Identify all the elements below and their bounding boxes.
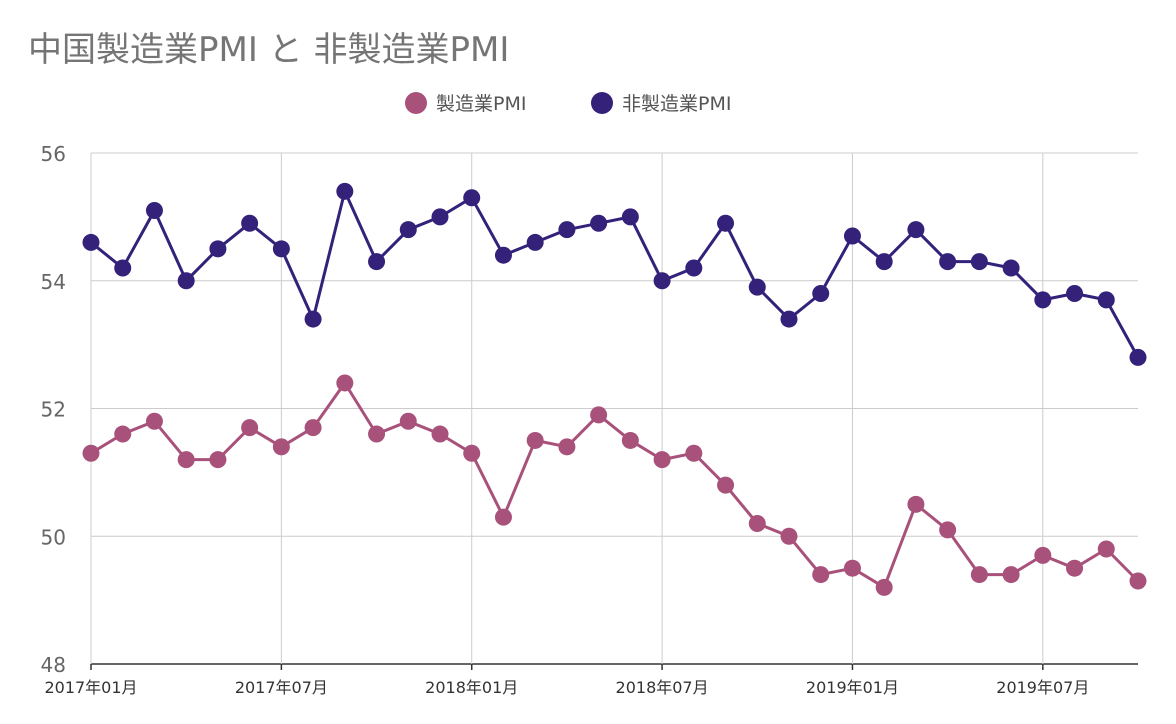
series-layer xyxy=(82,182,1147,596)
data-point[interactable] xyxy=(812,285,830,303)
data-point[interactable] xyxy=(590,214,608,232)
data-point[interactable] xyxy=(399,221,417,239)
x-tick-label: 2018年07月 xyxy=(616,678,709,697)
data-point[interactable] xyxy=(114,259,132,277)
data-point[interactable] xyxy=(145,412,163,430)
series-group xyxy=(82,374,1147,596)
data-point[interactable] xyxy=(431,208,449,226)
data-point[interactable] xyxy=(1002,259,1020,277)
data-point[interactable] xyxy=(621,208,639,226)
x-tick-label: 2018年01月 xyxy=(425,678,518,697)
data-point[interactable] xyxy=(939,253,957,271)
series-line xyxy=(90,189,1140,359)
data-point[interactable] xyxy=(780,527,798,545)
data-point[interactable] xyxy=(653,451,671,469)
y-tick-label: 54 xyxy=(41,270,66,294)
data-point[interactable] xyxy=(843,227,861,245)
data-point[interactable] xyxy=(241,214,259,232)
legend-label: 非製造業PMI xyxy=(622,93,731,115)
data-point[interactable] xyxy=(82,233,100,251)
data-point[interactable] xyxy=(304,310,322,328)
x-tick-label: 2019年07月 xyxy=(996,678,1089,697)
data-point[interactable] xyxy=(1097,540,1115,558)
data-point[interactable] xyxy=(177,451,195,469)
data-point[interactable] xyxy=(114,425,132,443)
data-point[interactable] xyxy=(1066,559,1084,577)
data-point[interactable] xyxy=(558,221,576,239)
data-point[interactable] xyxy=(812,566,830,584)
data-point[interactable] xyxy=(1097,291,1115,309)
data-point[interactable] xyxy=(875,578,893,596)
grid-layer xyxy=(90,152,1138,665)
legend: 製造業PMI 非製造業PMI xyxy=(405,92,731,115)
data-point[interactable] xyxy=(558,438,576,456)
data-point[interactable] xyxy=(843,559,861,577)
data-point[interactable] xyxy=(748,278,766,296)
data-point[interactable] xyxy=(494,508,512,526)
data-point[interactable] xyxy=(272,240,290,258)
data-point[interactable] xyxy=(748,514,766,532)
data-point[interactable] xyxy=(494,246,512,264)
data-point[interactable] xyxy=(304,419,322,437)
data-point[interactable] xyxy=(780,310,798,328)
data-point[interactable] xyxy=(241,419,259,437)
x-tick-label: 2019年01月 xyxy=(806,678,899,697)
data-point[interactable] xyxy=(970,253,988,271)
data-point[interactable] xyxy=(685,259,703,277)
data-point[interactable] xyxy=(336,374,354,392)
data-point[interactable] xyxy=(431,425,449,443)
legend-marker xyxy=(591,92,613,114)
legend-item[interactable]: 製造業PMI xyxy=(405,92,526,115)
data-point[interactable] xyxy=(82,444,100,462)
x-tick-label: 2017年01月 xyxy=(44,678,137,697)
legend-item[interactable]: 非製造業PMI xyxy=(591,92,731,115)
data-point[interactable] xyxy=(970,566,988,584)
data-point[interactable] xyxy=(336,182,354,200)
data-point[interactable] xyxy=(939,521,957,539)
data-point[interactable] xyxy=(209,451,227,469)
series-line xyxy=(90,381,1140,589)
series-group xyxy=(82,182,1147,366)
data-point[interactable] xyxy=(1002,566,1020,584)
data-point[interactable] xyxy=(875,253,893,271)
data-point[interactable] xyxy=(590,406,608,424)
y-tick-label: 50 xyxy=(41,525,66,549)
data-point[interactable] xyxy=(1129,572,1147,590)
chart-title: 中国製造業PMI と 非製造業PMI xyxy=(28,30,510,70)
data-point[interactable] xyxy=(907,495,925,513)
data-point[interactable] xyxy=(717,214,735,232)
data-point[interactable] xyxy=(272,438,290,456)
y-tick-label: 48 xyxy=(41,653,66,677)
data-point[interactable] xyxy=(526,431,544,449)
data-point[interactable] xyxy=(1034,291,1052,309)
data-point[interactable] xyxy=(1034,546,1052,564)
data-point[interactable] xyxy=(368,253,386,271)
y-tick-label: 52 xyxy=(41,398,66,422)
data-point[interactable] xyxy=(368,425,386,443)
data-point[interactable] xyxy=(463,444,481,462)
legend-label: 製造業PMI xyxy=(436,93,526,115)
data-point[interactable] xyxy=(209,240,227,258)
legend-marker xyxy=(405,92,427,114)
data-point[interactable] xyxy=(399,412,417,430)
x-tick-label: 2017年07月 xyxy=(235,678,328,697)
data-point[interactable] xyxy=(526,233,544,251)
data-point[interactable] xyxy=(1129,348,1147,366)
data-point[interactable] xyxy=(685,444,703,462)
data-point[interactable] xyxy=(907,221,925,239)
data-point[interactable] xyxy=(463,189,481,207)
y-tick-label: 56 xyxy=(41,142,66,166)
data-point[interactable] xyxy=(717,476,735,494)
data-point[interactable] xyxy=(1066,285,1084,303)
data-point[interactable] xyxy=(177,272,195,290)
axis-layer: 48 50 52 54 56 2017年01月 2017年07月 2018年01月 2018年0… xyxy=(41,142,1090,697)
data-point[interactable] xyxy=(145,201,163,219)
data-point[interactable] xyxy=(653,272,671,290)
data-point[interactable] xyxy=(621,431,639,449)
